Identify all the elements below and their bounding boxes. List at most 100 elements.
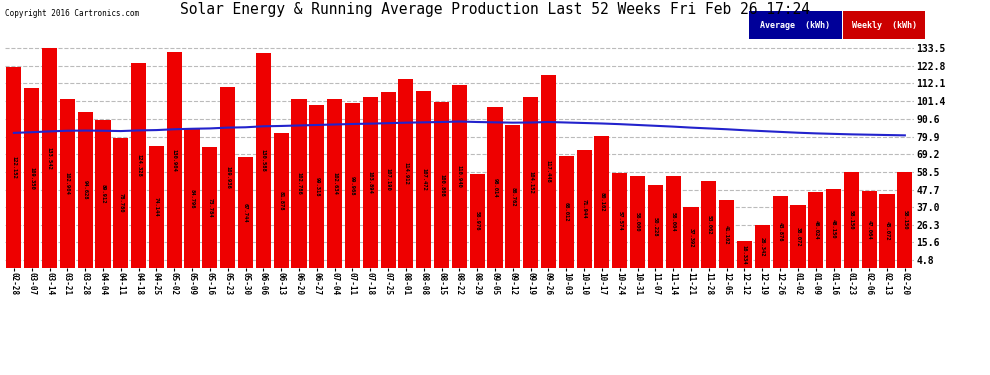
Text: 107.190: 107.190 (385, 168, 391, 191)
Bar (220, 87, 236, 268)
Bar (897, 172, 913, 268)
Bar (434, 102, 449, 268)
Text: 80.102: 80.102 (599, 192, 605, 212)
Bar (291, 99, 307, 268)
Text: 37.392: 37.392 (688, 228, 694, 247)
Text: 94.628: 94.628 (82, 180, 88, 200)
Text: 53.062: 53.062 (706, 214, 712, 234)
Text: 81.878: 81.878 (278, 191, 284, 210)
Text: 84.796: 84.796 (189, 189, 195, 208)
Bar (879, 194, 895, 268)
Bar (24, 88, 40, 268)
Bar (754, 225, 770, 268)
Text: 98.014: 98.014 (492, 178, 498, 197)
Bar (148, 146, 164, 268)
Bar (683, 207, 699, 268)
Bar (451, 86, 467, 268)
Text: 73.784: 73.784 (207, 198, 213, 217)
Text: 50.228: 50.228 (652, 217, 658, 237)
Text: 26.342: 26.342 (759, 237, 765, 256)
Bar (594, 136, 610, 268)
Text: 133.542: 133.542 (47, 147, 52, 170)
Bar (630, 176, 645, 268)
Bar (665, 176, 681, 268)
Text: 67.744: 67.744 (243, 202, 248, 222)
Text: 48.150: 48.150 (831, 219, 837, 238)
Text: 117.448: 117.448 (545, 160, 551, 183)
Text: 124.328: 124.328 (136, 154, 142, 177)
Text: 107.472: 107.472 (421, 168, 427, 191)
Bar (255, 53, 271, 268)
Text: 56.976: 56.976 (474, 211, 480, 231)
Text: 56.004: 56.004 (670, 212, 676, 232)
Text: 102.904: 102.904 (64, 172, 70, 195)
Text: 68.012: 68.012 (563, 202, 569, 222)
Text: 86.762: 86.762 (510, 187, 516, 206)
Text: 38.072: 38.072 (795, 227, 801, 246)
Text: 58.150: 58.150 (902, 210, 908, 230)
Bar (416, 91, 432, 268)
Text: 109.350: 109.350 (29, 166, 35, 189)
Bar (772, 196, 788, 268)
Bar (523, 96, 539, 268)
Text: 103.894: 103.894 (367, 171, 373, 194)
Text: 130.588: 130.588 (260, 149, 266, 172)
Text: 56.000: 56.000 (635, 212, 641, 232)
Bar (647, 185, 663, 268)
Text: Solar Energy & Running Average Production Last 52 Weeks Fri Feb 26 17:24: Solar Energy & Running Average Productio… (180, 2, 810, 17)
Text: 74.144: 74.144 (153, 197, 159, 217)
Bar (327, 99, 343, 268)
Bar (77, 112, 93, 268)
Bar (790, 206, 806, 268)
Text: 41.102: 41.102 (724, 225, 730, 244)
Text: 102.786: 102.786 (296, 172, 302, 195)
Text: 78.780: 78.780 (118, 194, 124, 213)
Text: 114.912: 114.912 (403, 162, 409, 185)
Text: 71.944: 71.944 (581, 199, 587, 219)
Bar (861, 190, 877, 268)
Bar (166, 53, 182, 268)
Bar (808, 192, 824, 268)
Bar (131, 63, 147, 268)
Text: 110.940: 110.940 (456, 165, 462, 188)
Bar (309, 105, 325, 268)
Text: 130.904: 130.904 (171, 149, 177, 172)
Text: 100.808: 100.808 (439, 174, 445, 196)
Text: Average  (kWh): Average (kWh) (760, 21, 831, 30)
Bar (701, 181, 717, 268)
Text: 46.024: 46.024 (813, 220, 819, 240)
Bar (843, 172, 859, 268)
Bar (558, 156, 574, 268)
Bar (184, 129, 200, 268)
Text: 102.634: 102.634 (332, 172, 338, 195)
Bar (469, 174, 485, 268)
Text: 99.968: 99.968 (349, 176, 355, 195)
Bar (505, 125, 521, 268)
Text: 58.150: 58.150 (848, 210, 854, 230)
Bar (737, 241, 752, 268)
Text: 104.152: 104.152 (528, 171, 534, 194)
Text: 89.912: 89.912 (100, 184, 106, 204)
Bar (345, 104, 360, 268)
Bar (612, 173, 628, 268)
Bar (380, 92, 396, 268)
Bar (398, 79, 414, 268)
Bar (6, 67, 22, 268)
Bar (487, 106, 503, 268)
Text: 109.936: 109.936 (225, 166, 231, 189)
Bar (719, 200, 735, 268)
Text: 57.574: 57.574 (617, 211, 623, 231)
Text: Copyright 2016 Cartronics.com: Copyright 2016 Cartronics.com (5, 9, 139, 18)
Bar (362, 97, 378, 268)
Text: 47.064: 47.064 (866, 220, 872, 239)
Text: 16.334: 16.334 (742, 245, 747, 264)
Text: Weekly  (kWh): Weekly (kWh) (851, 21, 917, 30)
Bar (95, 120, 111, 268)
Bar (202, 147, 218, 268)
Bar (238, 156, 253, 268)
Bar (59, 99, 75, 268)
Text: 99.318: 99.318 (314, 177, 320, 196)
Text: 43.876: 43.876 (777, 222, 783, 242)
Bar (576, 150, 592, 268)
Bar (42, 48, 57, 268)
